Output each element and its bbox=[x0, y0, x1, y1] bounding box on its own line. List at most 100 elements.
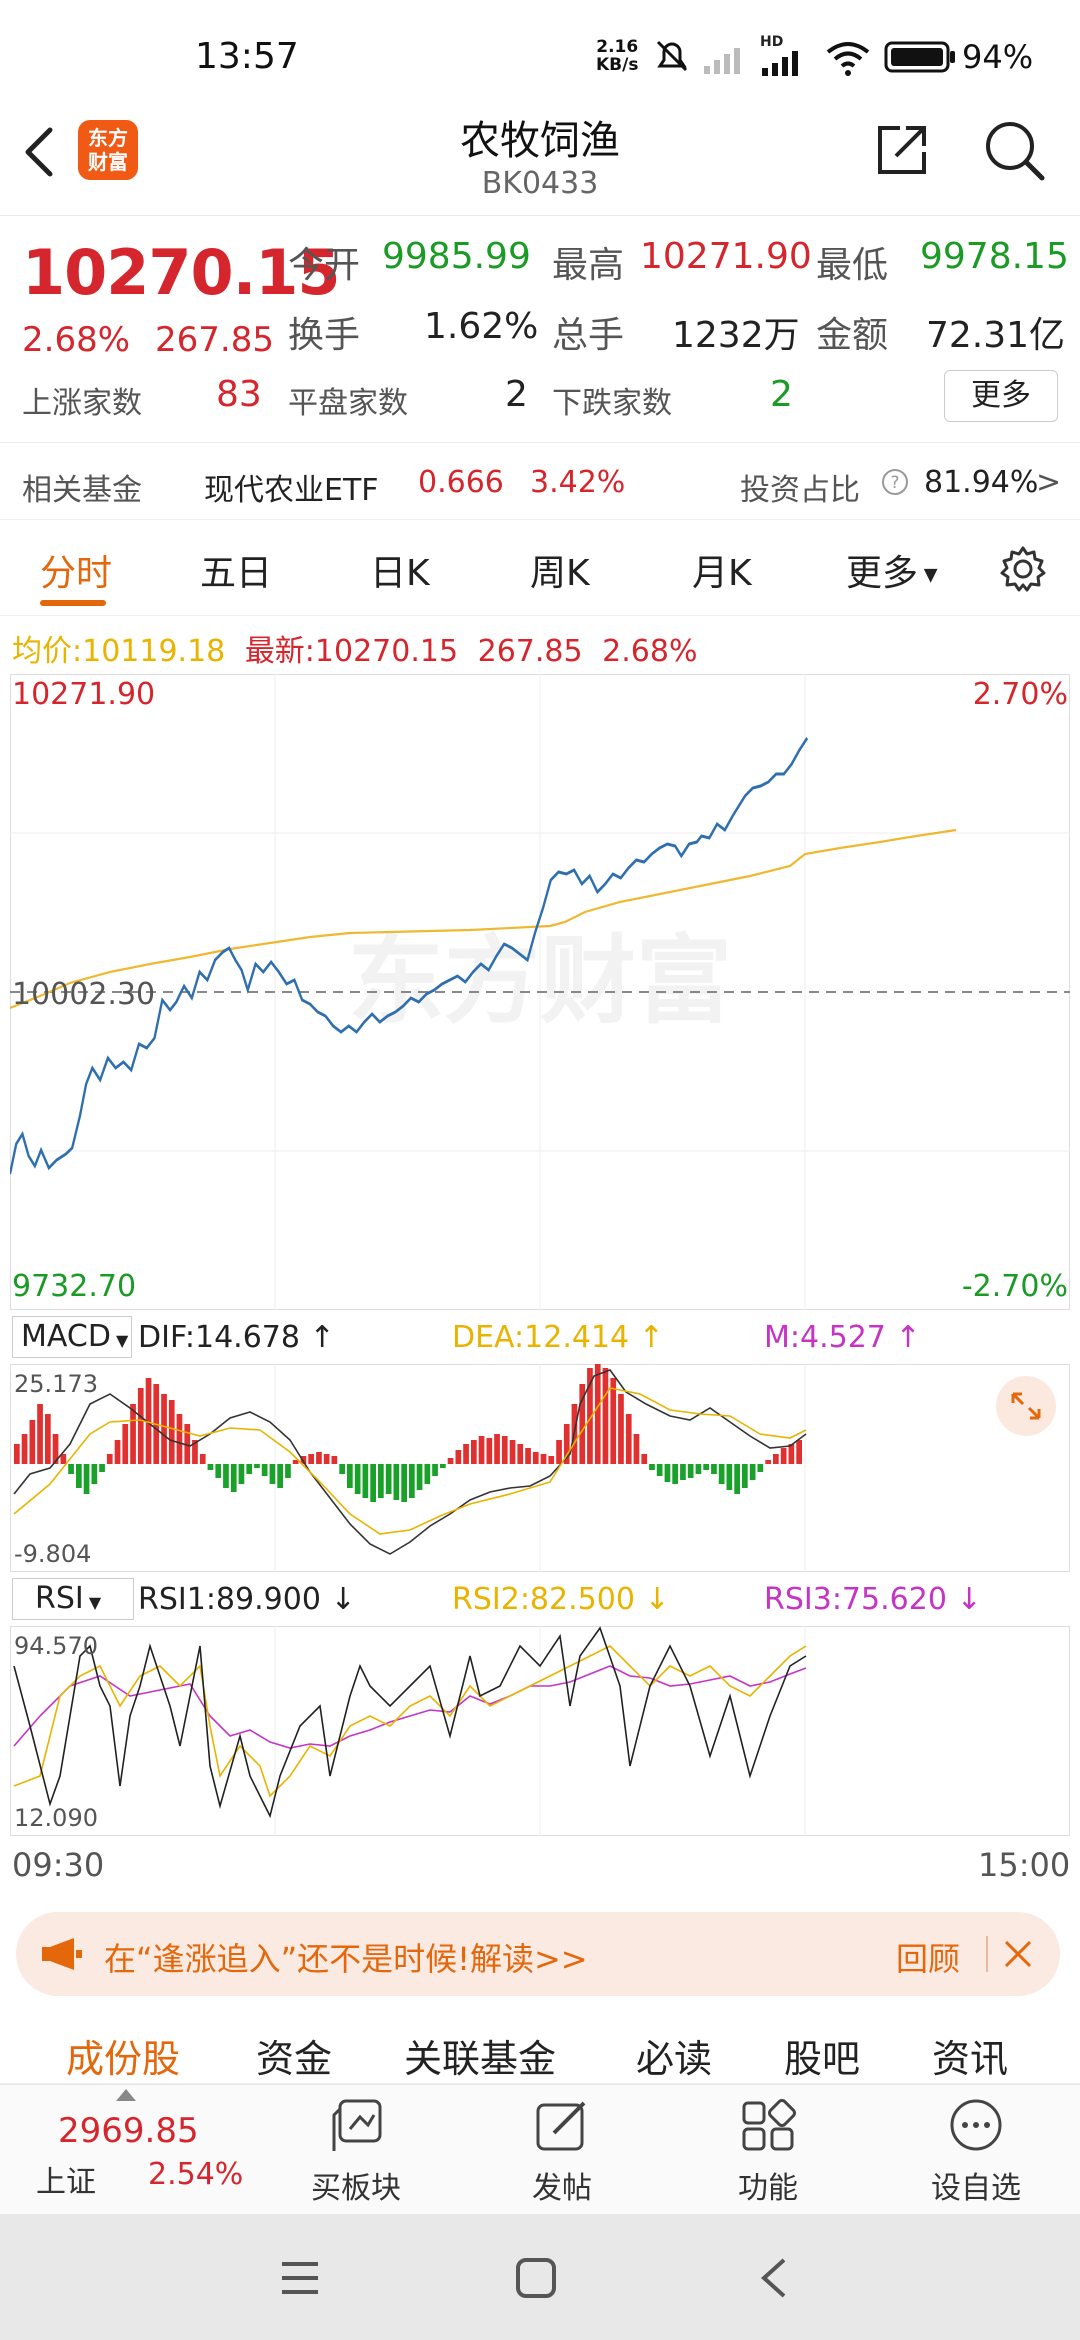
nav-post[interactable]: 发帖 bbox=[492, 2093, 632, 2213]
rsi2-line bbox=[13, 1645, 807, 1798]
search-icon[interactable] bbox=[982, 118, 1048, 184]
latest-value: 10270.15 bbox=[314, 634, 459, 669]
home-icon[interactable] bbox=[514, 2256, 558, 2300]
close-icon[interactable] bbox=[1000, 1936, 1036, 1972]
macd-bar bbox=[602, 1368, 609, 1464]
related-fund-row[interactable]: 相关基金 现代农业ETF 0.666 3.42% 投资占比 ? 81.94% > bbox=[0, 442, 1080, 520]
tab-funds-flow[interactable]: 资金 bbox=[256, 2037, 333, 2081]
sector-code: BK0433 bbox=[481, 166, 599, 201]
rsi3-line bbox=[13, 1665, 807, 1749]
status-bar: 13:57 2.16 KB/s HD 94% bbox=[0, 0, 1080, 100]
tab-forum[interactable]: 股吧 bbox=[784, 2037, 861, 2081]
macd-bar bbox=[432, 1464, 438, 1476]
tab-components[interactable]: 成份股 bbox=[66, 2037, 181, 2081]
nav-functions-label: 功能 bbox=[738, 2171, 798, 2206]
macd-bar bbox=[447, 1458, 454, 1464]
tab-news[interactable]: 资讯 bbox=[932, 2037, 1009, 2081]
dropdown-caret-icon: ▼ bbox=[83, 1593, 102, 1612]
settings-gear-icon[interactable] bbox=[998, 544, 1048, 594]
macd-bar bbox=[45, 1414, 51, 1464]
back-arrow-icon[interactable] bbox=[18, 124, 58, 180]
volume-label: 总手 bbox=[552, 315, 625, 356]
status-time: 13:57 bbox=[195, 36, 299, 77]
macd-bar bbox=[21, 1434, 28, 1464]
macd-bar bbox=[192, 1440, 198, 1464]
help-icon[interactable]: ? bbox=[880, 467, 910, 497]
macd-bar bbox=[424, 1464, 431, 1484]
open-label: 今开 bbox=[288, 245, 361, 286]
tab-must-read[interactable]: 必读 bbox=[636, 2037, 713, 2081]
promo-banner[interactable]: 在“逢涨追入”还不是时候!解读>> 回顾 bbox=[16, 1912, 1060, 1996]
tab-five-day[interactable]: 五日 bbox=[200, 553, 273, 594]
macd-bar bbox=[734, 1464, 740, 1494]
macd-bar bbox=[703, 1464, 709, 1470]
macd-bar bbox=[455, 1450, 462, 1464]
macd-bar bbox=[83, 1464, 90, 1494]
tab-monthly-k[interactable]: 月K bbox=[692, 553, 752, 594]
expand-chart-icon[interactable] bbox=[996, 1376, 1056, 1436]
mute-bell-icon bbox=[656, 40, 688, 72]
system-nav-bar bbox=[0, 2214, 1080, 2340]
macd-bar bbox=[780, 1448, 787, 1464]
svg-text:?: ? bbox=[890, 473, 899, 493]
tab-intraday[interactable]: 分时 bbox=[40, 553, 113, 594]
latest-pct: 2.68% bbox=[602, 634, 698, 669]
tab-weekly-k[interactable]: 周K bbox=[530, 553, 590, 594]
change-pct: 2.68% bbox=[22, 320, 131, 360]
ratio-arrow[interactable]: > bbox=[1036, 465, 1062, 500]
nav-add-watchlist[interactable]: 设自选 bbox=[906, 2093, 1046, 2213]
tab-more[interactable]: 更多 ▼ bbox=[846, 544, 938, 596]
index-ticker[interactable]: 2969.85 上证 2.54% bbox=[0, 2085, 270, 2215]
rsi-chart[interactable]: 94.570 12.090 bbox=[10, 1626, 1070, 1836]
macd-bar bbox=[695, 1464, 702, 1474]
page-title: 农牧饲渔 bbox=[460, 118, 620, 164]
macd-chart[interactable]: 25.173 -9.804 bbox=[10, 1364, 1070, 1572]
tab-daily-k[interactable]: 日K bbox=[370, 553, 430, 594]
macd-dea-value: DEA:12.414 bbox=[452, 1320, 630, 1355]
page-header: 东方 财富 农牧饲渔 BK0433 bbox=[0, 100, 1080, 216]
macd-dif-value: DIF:14.678 bbox=[138, 1320, 300, 1355]
share-icon[interactable] bbox=[872, 120, 932, 180]
macd-header: MACD ▼ DIF:14.678 ↑ DEA:12.414 ↑ M:4.527… bbox=[12, 1316, 1072, 1360]
macd-bar bbox=[718, 1464, 725, 1484]
ratio-value: 81.94% bbox=[924, 465, 1039, 500]
back-icon[interactable] bbox=[756, 2256, 792, 2300]
macd-bar bbox=[277, 1464, 283, 1488]
up-count-label: 上涨家数 bbox=[22, 386, 142, 421]
nav-post-label: 发帖 bbox=[532, 2171, 592, 2206]
nav-functions[interactable]: 功能 bbox=[698, 2093, 838, 2213]
macd-bar bbox=[494, 1434, 500, 1464]
logo-line-2: 财富 bbox=[88, 150, 128, 174]
menu-icon[interactable] bbox=[278, 2258, 322, 2298]
macd-bar bbox=[711, 1464, 717, 1474]
macd-bar bbox=[656, 1464, 663, 1476]
macd-bar bbox=[91, 1464, 98, 1484]
grid-icon bbox=[742, 2099, 796, 2151]
macd-bar bbox=[625, 1414, 632, 1464]
macd-bar bbox=[316, 1452, 322, 1464]
macd-bar bbox=[161, 1394, 167, 1464]
macd-bar bbox=[633, 1434, 640, 1464]
edit-icon bbox=[536, 2101, 586, 2151]
macd-bar bbox=[292, 1460, 299, 1464]
review-link[interactable]: 回顾 bbox=[896, 1940, 961, 1978]
banner-text[interactable]: 在“逢涨追入”还不是时候!解读>> bbox=[104, 1940, 588, 1978]
macd-bar bbox=[517, 1444, 524, 1464]
dropdown-caret-icon: ▼ bbox=[110, 1331, 129, 1350]
macd-bar bbox=[532, 1452, 539, 1464]
intraday-price-chart[interactable]: 东方财富 10271.90 10002.30 9732.70 2.70% -2.… bbox=[10, 674, 1070, 1310]
tab-related-funds[interactable]: 关联基金 bbox=[404, 2037, 557, 2081]
signal-icon bbox=[762, 51, 798, 76]
macd-bar bbox=[509, 1440, 516, 1464]
rsi-indicator-select[interactable]: RSI ▼ bbox=[12, 1578, 134, 1620]
price-summary-line: 均价:10119.18 最新:10270.15 267.85 2.68% bbox=[12, 626, 697, 670]
more-button[interactable]: 更多 bbox=[944, 370, 1058, 422]
macd-bar bbox=[168, 1400, 175, 1464]
content-tabs: 成份股 资金 关联基金 必读 股吧 资讯 bbox=[0, 2010, 1080, 2084]
macd-bar bbox=[409, 1464, 415, 1498]
fund-name[interactable]: 现代农业ETF bbox=[204, 473, 379, 508]
nav-buy-sector[interactable]: 买板块 bbox=[286, 2093, 426, 2213]
macd-bar bbox=[486, 1438, 493, 1464]
macd-indicator-select[interactable]: MACD ▼ bbox=[12, 1316, 132, 1358]
low-value: 9978.15 bbox=[920, 236, 1069, 277]
